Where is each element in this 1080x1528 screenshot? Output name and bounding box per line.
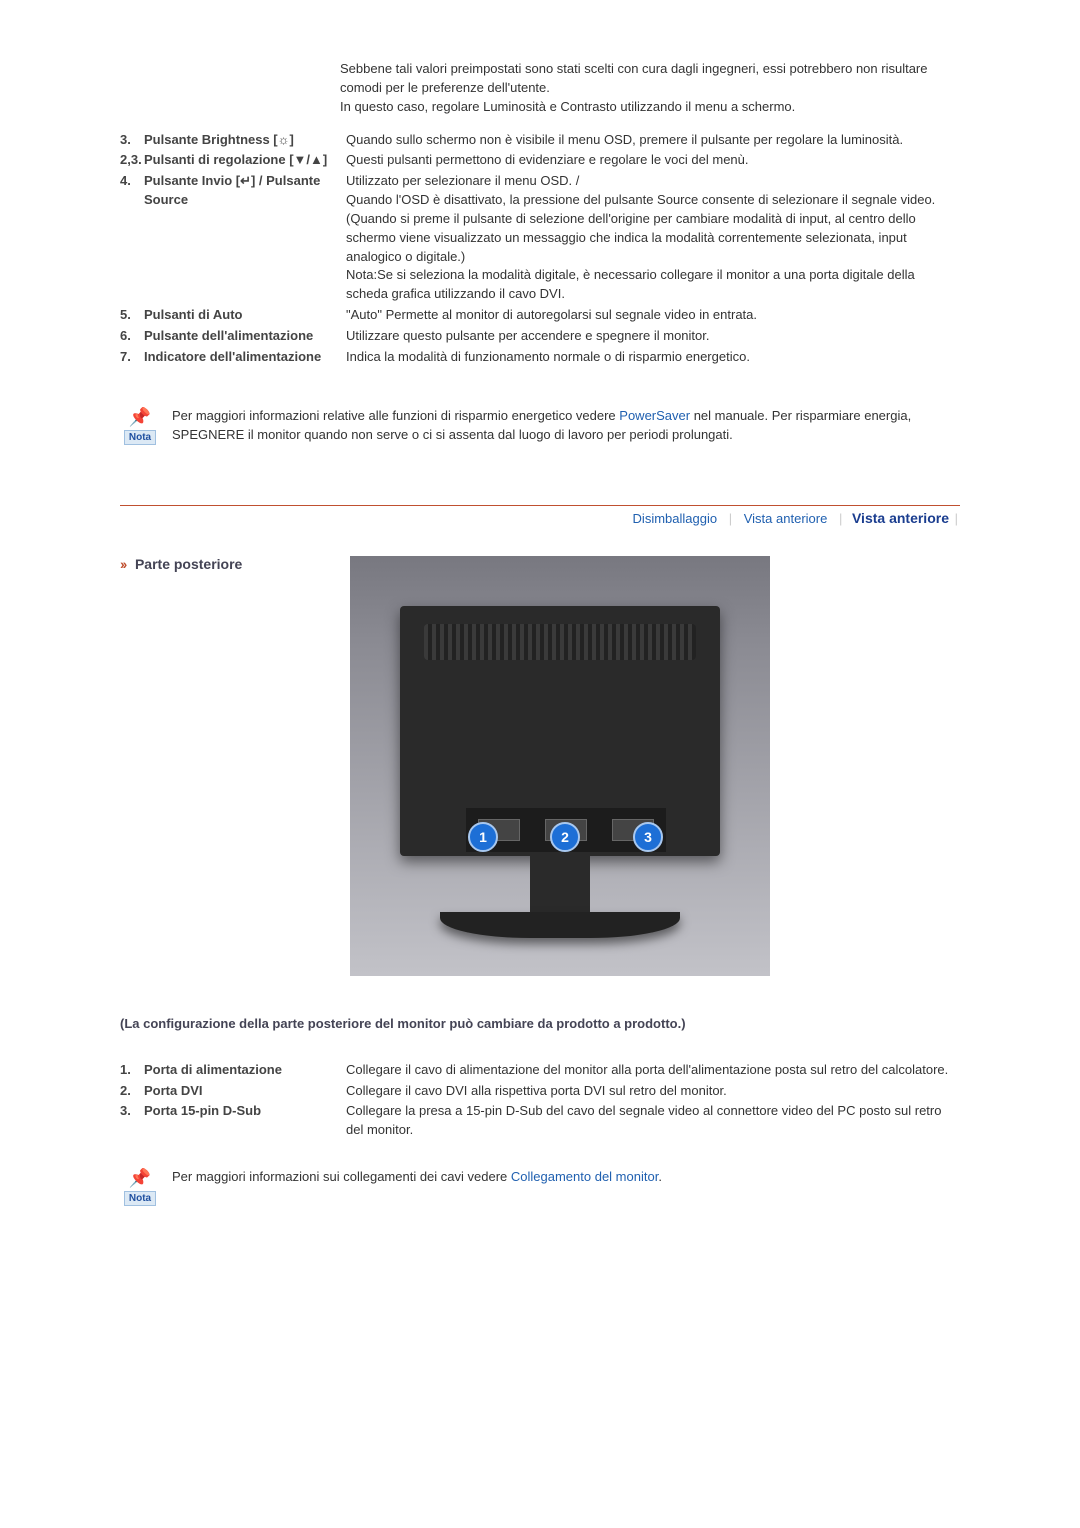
item-description: Utilizzare questo pulsante per accendere…	[346, 327, 960, 346]
intro-paragraph: Sebbene tali valori preimpostati sono st…	[340, 60, 960, 117]
list-item: 1. Porta di alimentazione Collegare il c…	[120, 1061, 960, 1080]
tab-separator: |	[839, 511, 842, 526]
note-text: Per maggiori informazioni sui collegamen…	[160, 1168, 960, 1187]
item-number: 2.	[120, 1082, 144, 1101]
item-description: Collegare la presa a 15-pin D-Sub del ca…	[346, 1102, 960, 1140]
item-label: Porta di alimentazione	[144, 1061, 346, 1080]
item-number: 4.	[120, 172, 144, 191]
intro-line-1: Sebbene tali valori preimpostati sono st…	[340, 60, 960, 98]
note-post: .	[658, 1169, 662, 1184]
callout-badge-1: 1	[468, 822, 498, 852]
rear-monitor-image: 1 2 3	[350, 556, 770, 976]
item-description: Utilizzato per selezionare il menu OSD. …	[346, 172, 960, 304]
item-description: "Auto" Permette al monitor di autoregola…	[346, 306, 960, 325]
item-number: 7.	[120, 348, 144, 367]
section-title: Parte posteriore	[135, 556, 242, 572]
tab-disimballaggio[interactable]: Disimballaggio	[633, 511, 718, 526]
tab-bar: Disimballaggio | Vista anteriore | Vista…	[120, 505, 960, 526]
tab-vista-anteriore-active[interactable]: Vista anteriore	[852, 510, 949, 526]
list-item: 6. Pulsante dell'alimentazione Utilizzar…	[120, 327, 960, 346]
item-number: 2,3.	[120, 151, 144, 170]
pin-icon: 📌	[120, 1168, 160, 1189]
list-item: 3. Porta 15-pin D-Sub Collegare la presa…	[120, 1102, 960, 1140]
pin-icon: 📌	[120, 407, 160, 428]
collegamento-link[interactable]: Collegamento del monitor	[511, 1169, 658, 1184]
note-icon: 📌 Nota	[120, 407, 160, 445]
item-label: Pulsanti di regolazione [▼/▲]	[144, 151, 346, 170]
note-text: Per maggiori informazioni relative alle …	[160, 407, 960, 445]
rear-items-list: 1. Porta di alimentazione Collegare il c…	[120, 1061, 960, 1140]
item-label: Pulsante Brightness [☼]	[144, 131, 346, 150]
callout-badge-3: 3	[633, 822, 663, 852]
item-label: Porta DVI	[144, 1082, 346, 1101]
note-badge: Nota	[124, 1191, 156, 1206]
note-icon: 📌 Nota	[120, 1168, 160, 1206]
item-number: 3.	[120, 131, 144, 150]
list-item: 5. Pulsanti di Auto "Auto" Permette al m…	[120, 306, 960, 325]
list-item: 7. Indicatore dell'alimentazione Indica …	[120, 348, 960, 367]
monitor-vents	[424, 624, 696, 660]
note-pre: Per maggiori informazioni sui collegamen…	[172, 1169, 511, 1184]
list-item: 2,3. Pulsanti di regolazione [▼/▲] Quest…	[120, 151, 960, 170]
rear-section: ›› Parte posteriore 1 2 3	[120, 556, 960, 976]
item-number: 3.	[120, 1102, 144, 1121]
front-items-list: 3. Pulsante Brightness [☼] Quando sullo …	[120, 131, 960, 367]
stand-base	[440, 912, 680, 938]
tab-vista-anteriore[interactable]: Vista anteriore	[744, 511, 828, 526]
item-description: Indica la modalità di funzionamento norm…	[346, 348, 960, 367]
tab-separator: |	[729, 511, 732, 526]
rear-caption: (La configurazione della parte posterior…	[120, 1016, 960, 1031]
note-pre: Per maggiori informazioni relative alle …	[172, 408, 619, 423]
item-label: Porta 15-pin D-Sub	[144, 1102, 346, 1121]
stand-neck	[530, 856, 590, 916]
list-item: 4. Pulsante Invio [↵] / Pulsante Source …	[120, 172, 960, 304]
item-description: Questi pulsanti permettono di evidenziar…	[346, 151, 960, 170]
note-badge: Nota	[124, 430, 156, 445]
section-title-column: ›› Parte posteriore	[120, 556, 350, 572]
item-number: 1.	[120, 1061, 144, 1080]
powersaver-link[interactable]: PowerSaver	[619, 408, 690, 423]
item-description: Collegare il cavo di alimentazione del m…	[346, 1061, 960, 1080]
list-item: 2. Porta DVI Collegare il cavo DVI alla …	[120, 1082, 960, 1101]
item-description: Quando sullo schermo non è visibile il m…	[346, 131, 960, 150]
note-block: 📌 Nota Per maggiori informazioni relativ…	[120, 407, 960, 445]
page-container: Sebbene tali valori preimpostati sono st…	[0, 0, 1080, 1276]
item-label: Pulsanti di Auto	[144, 306, 346, 325]
item-label: Pulsante Invio [↵] / Pulsante Source	[144, 172, 346, 210]
item-label: Indicatore dell'alimentazione	[144, 348, 346, 367]
callout-badge-2: 2	[550, 822, 580, 852]
item-number: 5.	[120, 306, 144, 325]
item-description: Collegare il cavo DVI alla rispettiva po…	[346, 1082, 960, 1101]
chevron-icon: ››	[120, 556, 125, 572]
tab-separator: |	[955, 511, 958, 526]
note-block: 📌 Nota Per maggiori informazioni sui col…	[120, 1168, 960, 1206]
intro-line-2: In questo caso, regolare Luminosità e Co…	[340, 98, 960, 117]
list-item: 3. Pulsante Brightness [☼] Quando sullo …	[120, 131, 960, 150]
item-label: Pulsante dell'alimentazione	[144, 327, 346, 346]
item-number: 6.	[120, 327, 144, 346]
